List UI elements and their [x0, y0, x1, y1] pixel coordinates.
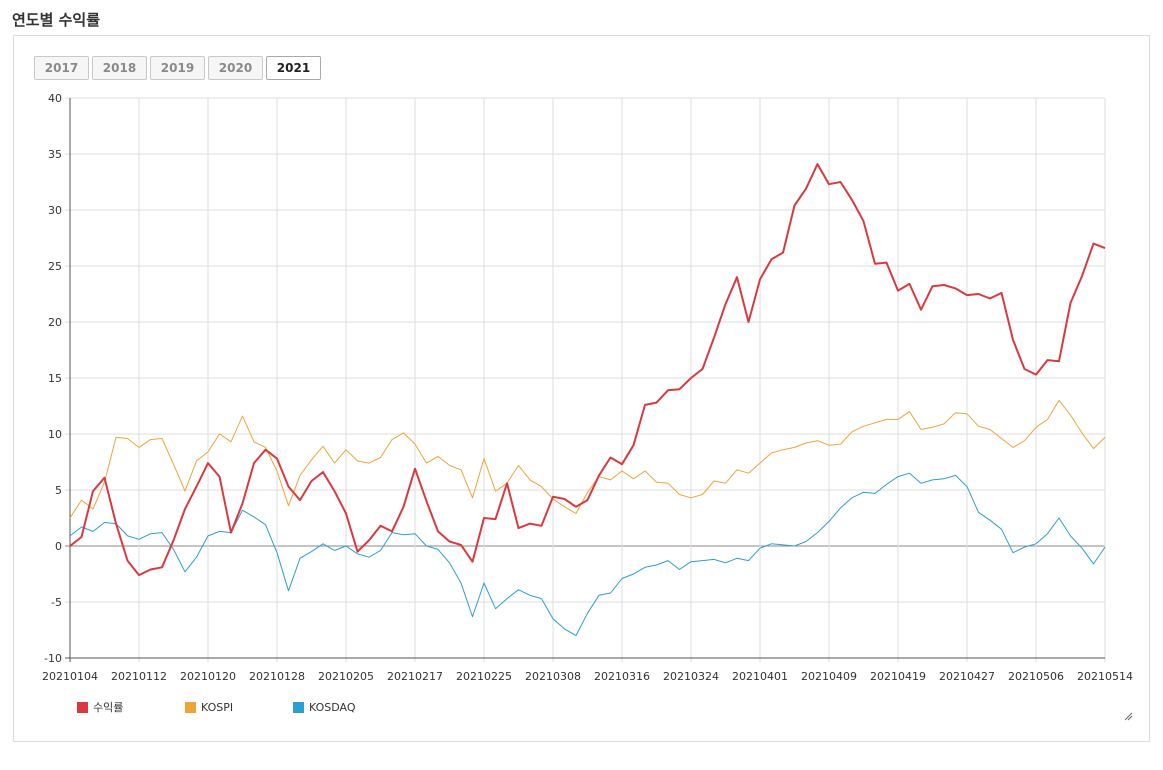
year-tab-2021[interactable]: 2021 — [266, 56, 321, 80]
legend-item-returns[interactable]: 수익률 — [77, 699, 185, 715]
x-tick-label: 20210409 — [801, 670, 857, 683]
x-tick-label: 20210225 — [456, 670, 512, 683]
legend-swatch-kosdaq — [293, 701, 304, 713]
y-tick-label: 40 — [48, 92, 62, 105]
x-tick-label: 20210217 — [387, 670, 443, 683]
x-tick-label: 20210427 — [939, 670, 995, 683]
y-tick-label: 10 — [48, 428, 62, 441]
y-tick-label: -10 — [44, 652, 62, 665]
resize-handle-icon[interactable] — [1123, 711, 1133, 721]
legend-swatch-returns — [77, 701, 88, 713]
chart-panel: 2017 2018 2019 2020 2021 -10 -5 0 5 10 15 20 25… — [13, 35, 1150, 742]
x-tick-label: 20210316 — [594, 670, 650, 683]
x-tick-label: 20210401 — [732, 670, 788, 683]
x-tick-label: 20210120 — [180, 670, 236, 683]
legend-label-kospi: KOSPI — [201, 700, 234, 714]
x-tick-label: 20210506 — [1008, 670, 1064, 683]
year-tab-2018[interactable]: 2018 — [92, 56, 147, 80]
legend-item-kosdaq[interactable]: KOSDAQ — [293, 699, 401, 715]
year-tab-2019[interactable]: 2019 — [150, 56, 205, 80]
y-tick-label: 0 — [55, 540, 62, 553]
y-tick-label: 35 — [48, 148, 62, 161]
series-line-kosdaq — [69, 472, 1106, 637]
x-tick-label: 20210112 — [111, 670, 167, 683]
x-tick-label: 20210514 — [1077, 670, 1133, 683]
year-tabs: 2017 2018 2019 2020 2021 — [34, 56, 321, 80]
legend-swatch-kospi — [185, 701, 196, 713]
y-tick-label: 5 — [55, 484, 62, 497]
y-tick-label: 15 — [48, 372, 62, 385]
y-tick-label: -5 — [51, 596, 62, 609]
line-chart: -10 -5 0 5 10 15 20 25 30 35 40 20210104 20210112 202… — [42, 92, 1133, 683]
section-title: 연도별 수익률 — [12, 11, 101, 29]
x-tick-label: 20210308 — [525, 670, 581, 683]
x-tick-label: 20210104 — [42, 670, 98, 683]
x-tick-label: 20210419 — [870, 670, 926, 683]
series-line-kospi — [69, 399, 1106, 519]
x-tick-label: 20210128 — [249, 670, 305, 683]
x-tick-label: 20210324 — [663, 670, 719, 683]
legend-item-kospi[interactable]: KOSPI — [185, 699, 293, 715]
x-tick-label: 20210205 — [318, 670, 374, 683]
y-tick-label: 30 — [48, 204, 62, 217]
y-tick-label: 20 — [48, 316, 62, 329]
legend-label-kosdaq: KOSDAQ — [309, 700, 356, 714]
series-line-returns — [69, 163, 1106, 577]
chart-legend: 수익률 KOSPI KOSDAQ — [77, 699, 401, 715]
year-tab-2020[interactable]: 2020 — [208, 56, 263, 80]
year-tab-2017[interactable]: 2017 — [34, 56, 89, 80]
legend-label-returns: 수익률 — [93, 701, 124, 714]
y-tick-label: 25 — [48, 260, 62, 273]
